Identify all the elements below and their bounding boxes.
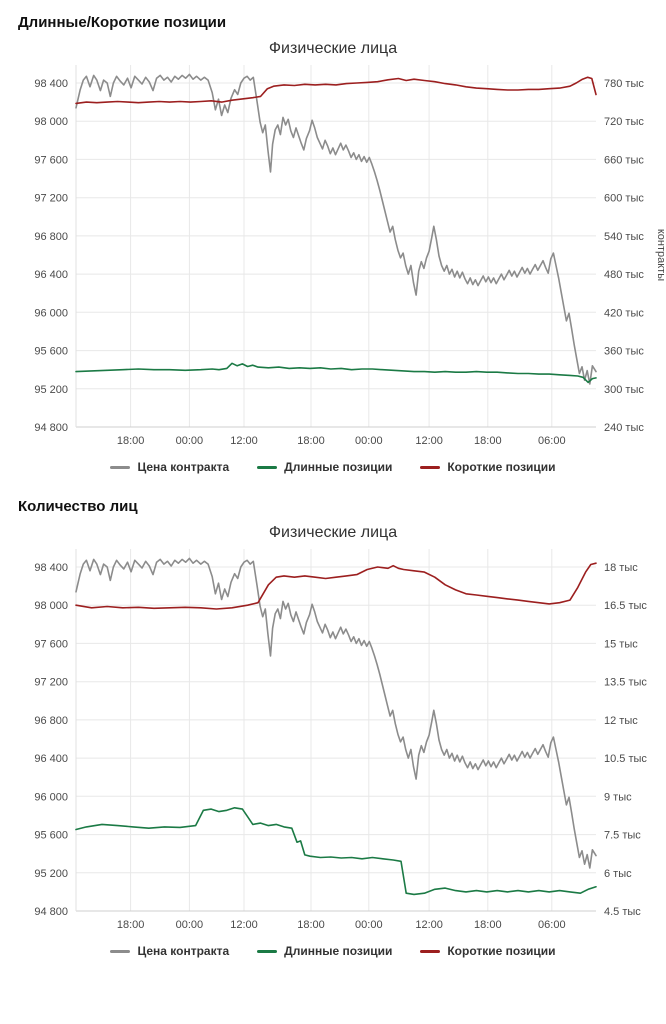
legend-item-price[interactable]: Цена контракта	[110, 460, 229, 474]
right-axis-name: контракты	[655, 229, 666, 281]
legend-label-price: Цена контракта	[137, 460, 230, 474]
legend-item-long[interactable]: Длинные позиции	[257, 460, 392, 474]
x-axis-tick-label: 06:00	[538, 435, 566, 447]
series-line	[75, 73, 597, 385]
legend-item-short[interactable]: Короткие позиции	[420, 944, 556, 958]
right-axis-tick-label: 6 тыс	[604, 868, 632, 880]
long-line-swatch	[257, 949, 278, 953]
left-axis-tick-label: 95 600	[34, 346, 68, 358]
left-axis-tick-label: 96 000	[34, 307, 68, 319]
x-axis-tick-label: 18:00	[117, 919, 145, 931]
price-line-swatch	[110, 949, 131, 953]
right-axis-tick-label: 13.5 тыс	[604, 677, 647, 689]
long-line-swatch	[257, 465, 278, 469]
left-axis-tick-label: 94 800	[34, 906, 68, 918]
series-line	[75, 807, 597, 896]
legend-label-short: Короткие позиции	[447, 944, 556, 958]
x-axis-tick-label: 18:00	[117, 435, 145, 447]
x-axis-tick-label: 00:00	[355, 435, 383, 447]
x-axis-tick-label: 18:00	[474, 919, 502, 931]
x-axis-tick-label: 12:00	[415, 919, 443, 931]
left-axis-tick-label: 97 200	[34, 193, 68, 205]
right-axis-tick-label: 240 тыс	[604, 422, 644, 434]
right-axis-tick-label: 10.5 тыс	[604, 753, 647, 765]
legend-label-price: Цена контракта	[137, 944, 230, 958]
left-axis-tick-label: 98 400	[34, 78, 68, 90]
chart2-title: Физические лица	[268, 524, 398, 541]
chart1-title: Физические лица	[268, 40, 398, 57]
series-line	[75, 362, 597, 384]
x-axis-tick-label: 06:00	[538, 919, 566, 931]
series-line	[75, 562, 597, 610]
left-axis-tick-label: 98 400	[34, 562, 68, 574]
right-axis-tick-label: 600 тыс	[604, 193, 644, 205]
right-axis-tick-label: 540 тыс	[604, 231, 644, 243]
x-axis-tick-label: 18:00	[474, 435, 502, 447]
section-title-long-short: Длинные/Короткие позиции	[18, 14, 227, 31]
legend-label-short: Короткие позиции	[447, 460, 556, 474]
x-axis-tick-label: 00:00	[355, 919, 383, 931]
left-axis-tick-label: 95 200	[34, 868, 68, 880]
right-axis-tick-label: 12 тыс	[604, 715, 638, 727]
left-axis-tick-label: 96 400	[34, 269, 68, 281]
x-axis-tick-label: 12:00	[415, 435, 443, 447]
section-person-count: Количество лиц Физические лица 94 800 95 …	[0, 478, 666, 962]
left-axis-tick-label: 96 800	[34, 715, 68, 727]
right-axis-tick-label: 720 тыс	[604, 116, 644, 128]
right-axis-tick-label: 9 тыс	[604, 791, 632, 803]
left-axis-tick-label: 96 400	[34, 753, 68, 765]
right-axis-tick-label: 7.5 тыс	[604, 830, 641, 842]
legend-item-long[interactable]: Длинные позиции	[257, 944, 392, 958]
left-axis-tick-label: 94 800	[34, 422, 68, 434]
left-axis-tick-label: 97 600	[34, 154, 68, 166]
positions-chart[interactable]: 94 800 95 200 95 600 96 000 96 400 96 800 97 2…	[0, 61, 666, 453]
x-axis-tick-label: 18:00	[297, 435, 325, 447]
right-axis-tick-label: 300 тыс	[604, 384, 644, 396]
price-line-swatch	[110, 465, 131, 469]
right-axis-tick-label: 360 тыс	[604, 346, 644, 358]
right-axis-tick-label: 660 тыс	[604, 154, 644, 166]
series-line	[75, 76, 597, 105]
short-line-swatch	[420, 949, 441, 953]
left-axis-tick-label: 98 000	[34, 116, 68, 128]
left-axis-tick-label: 97 600	[34, 638, 68, 650]
legend-label-long: Длинные позиции	[284, 944, 393, 958]
right-axis-tick-label: 420 тыс	[604, 307, 644, 319]
legend-item-short[interactable]: Короткие позиции	[420, 460, 556, 474]
short-line-swatch	[420, 465, 441, 469]
x-axis-tick-label: 12:00	[230, 435, 258, 447]
right-axis-tick-label: 15 тыс	[604, 638, 638, 650]
right-axis-tick-label: 480 тыс	[604, 269, 644, 281]
left-axis-tick-label: 96 800	[34, 231, 68, 243]
chart2-legend: Цена контракта Длинные позиции Короткие …	[0, 937, 666, 962]
x-axis-tick-label: 18:00	[297, 919, 325, 931]
right-axis-tick-label: 18 тыс	[604, 562, 638, 574]
chart1-legend: Цена контракта Длинные позиции Короткие …	[0, 453, 666, 478]
series-line	[75, 557, 597, 869]
left-axis-tick-label: 98 000	[34, 600, 68, 612]
section-title-person-count: Количество лиц	[18, 498, 138, 515]
legend-label-long: Длинные позиции	[284, 460, 393, 474]
left-axis-tick-label: 97 200	[34, 677, 68, 689]
x-axis-tick-label: 12:00	[230, 919, 258, 931]
legend-item-price[interactable]: Цена контракта	[110, 944, 229, 958]
right-axis-tick-label: 4.5 тыс	[604, 906, 641, 918]
x-axis-tick-label: 00:00	[176, 435, 204, 447]
right-axis-tick-label: 16.5 тыс	[604, 600, 647, 612]
x-axis-tick-label: 00:00	[176, 919, 204, 931]
right-axis-tick-label: 780 тыс	[604, 78, 644, 90]
person-count-chart[interactable]: 94 800 95 200 95 600 96 000 96 400 96 800 97 2…	[0, 545, 666, 937]
left-axis-tick-label: 95 600	[34, 830, 68, 842]
section-long-short-positions: Длинные/Короткие позиции Физические лица…	[0, 0, 666, 478]
left-axis-tick-label: 95 200	[34, 384, 68, 396]
left-axis-tick-label: 96 000	[34, 791, 68, 803]
